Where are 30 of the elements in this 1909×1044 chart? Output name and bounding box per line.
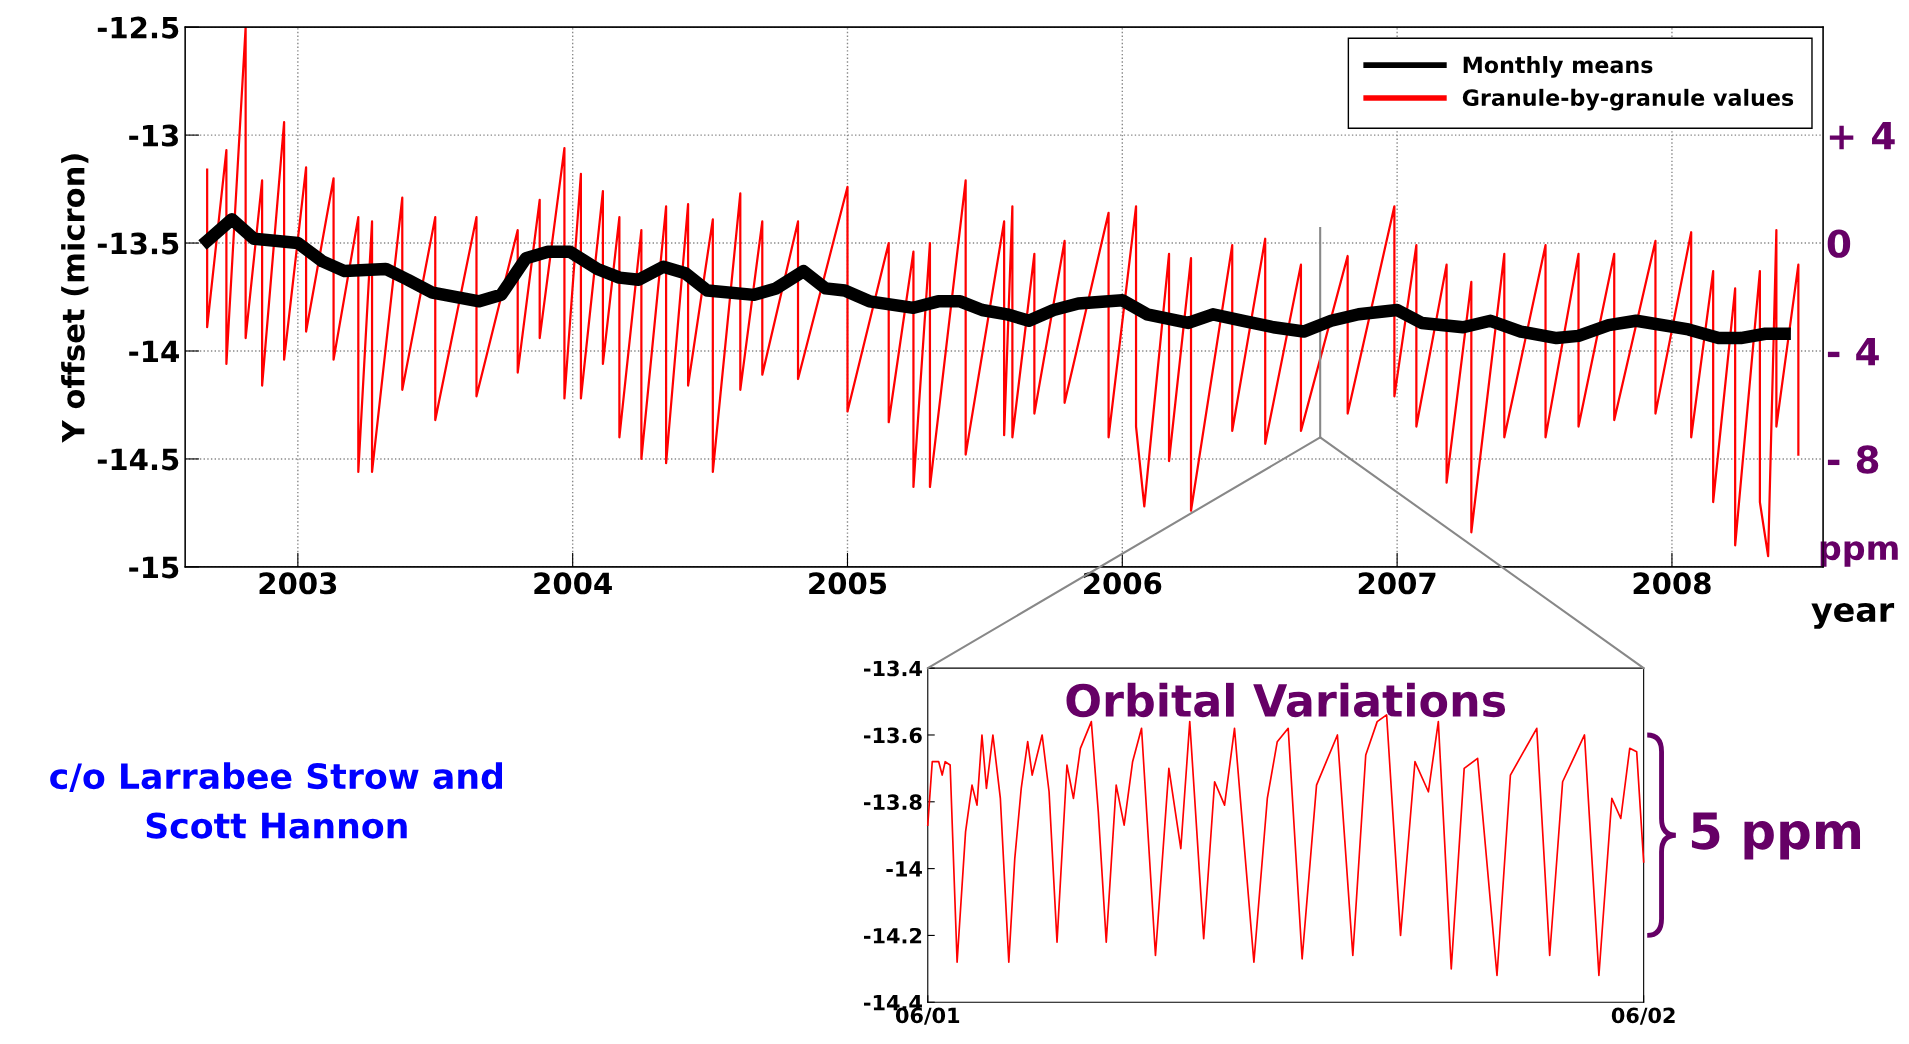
annotation: 5 ppm: [1691, 812, 1861, 860]
text: c/o Larrabee Strow and Scott Hannon: [50, 762, 503, 839]
y-tick-label: -12.5: [97, 16, 179, 39]
x-tick-label: 2003: [259, 572, 337, 595]
x-tick-label: 2005: [809, 572, 887, 595]
y-axis-title: Y offset (micron): [61, 154, 89, 443]
chart-title: Orbital Variations: [1066, 682, 1506, 718]
y2-tick-label: 0: [1827, 229, 1851, 258]
legend-label: Monthly means: [1463, 56, 1653, 78]
x-tick-label: 2008: [1633, 572, 1711, 595]
y-tick-label: -13.8: [864, 794, 922, 810]
y-tick-label: -13.5: [97, 232, 179, 255]
x-axis-title: year: [1811, 602, 1895, 629]
y-tick-label: -13: [129, 124, 178, 147]
x-tick-label: 2004: [534, 572, 612, 595]
y-tick-label: -14: [886, 861, 922, 877]
y-tick-label: -14.5: [97, 448, 179, 471]
y2-tick-label: - 8: [1827, 445, 1879, 474]
y-tick-label: -14.2: [864, 927, 922, 944]
x-tick-label: 2006: [1084, 572, 1162, 595]
y-tick-label: -14: [129, 340, 179, 363]
line-series: [206, 27, 1800, 558]
y-tick-label: -13.6: [864, 727, 922, 744]
legend-label: Granule-by-granule values: [1462, 88, 1794, 111]
y2-tick-label: - 4: [1827, 337, 1879, 366]
y-tick-label: -15: [129, 556, 179, 579]
y2-tick-label: + 4: [1829, 122, 1895, 150]
x-tick-label: 06/02: [1611, 1007, 1675, 1025]
y-tick-label: -13.4: [864, 660, 922, 677]
x-tick-label: 2007: [1358, 572, 1436, 595]
